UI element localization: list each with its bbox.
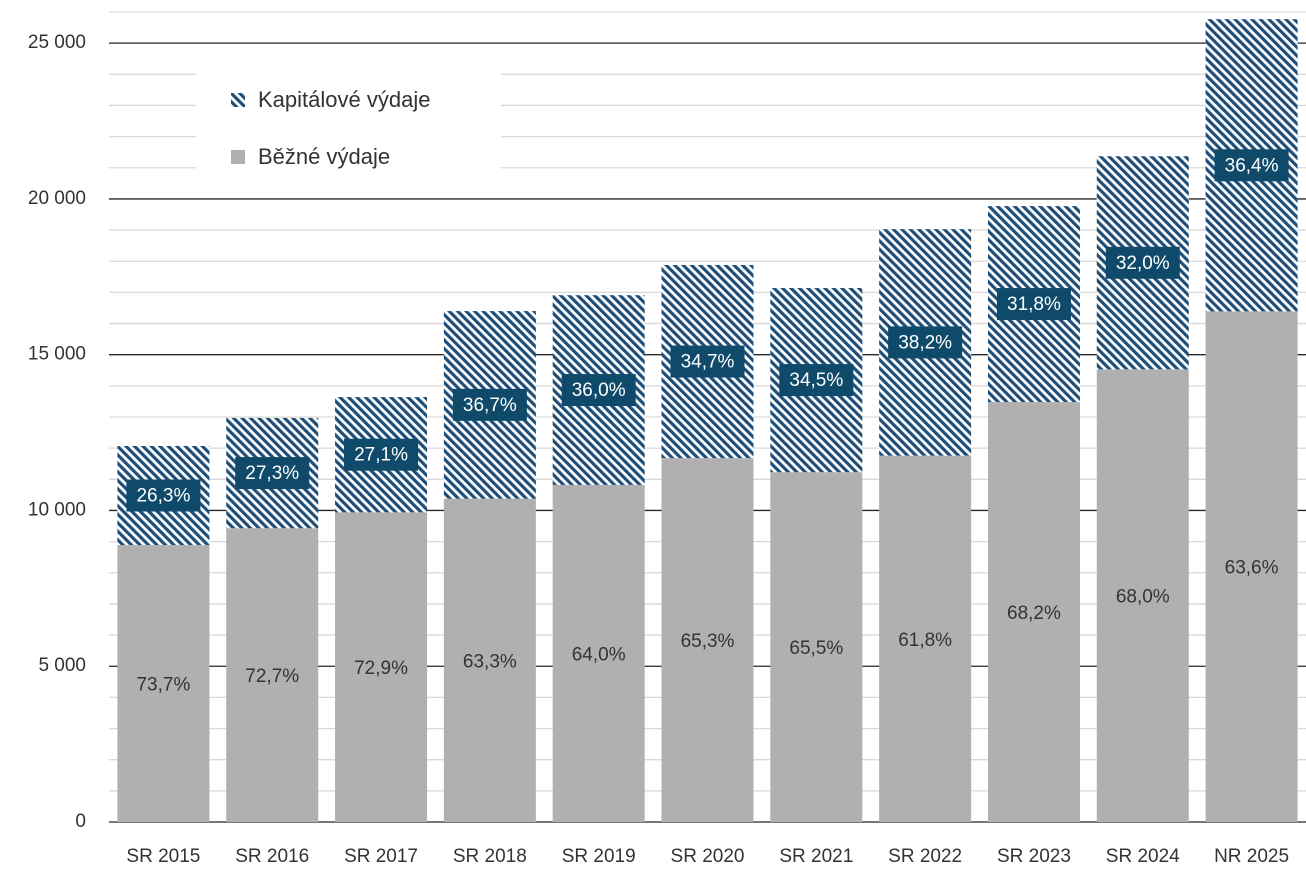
bars: SR 2015 73,7% 26,3% SR 2016 72,7% 27,3% SR 201…: [117, 19, 1298, 867]
data-label: 36,0%: [572, 380, 626, 401]
bar-segment: [987, 402, 1080, 822]
bar-segment: [879, 455, 972, 822]
y-tick-label: 10 000: [28, 499, 86, 520]
bar-segment: [770, 472, 863, 822]
data-label: 64,0%: [572, 644, 626, 665]
x-tick-label: SR 2019: [562, 846, 636, 867]
bar-segment: [1096, 369, 1189, 822]
x-tick-label: SR 2015: [126, 846, 200, 867]
data-label: 34,7%: [681, 352, 735, 373]
x-tick-label: SR 2017: [344, 846, 418, 867]
data-label-box: [996, 288, 1071, 321]
x-tick-label: SR 2022: [888, 846, 962, 867]
data-label-box: [779, 364, 854, 397]
data-label: 68,2%: [1007, 603, 1061, 624]
legend-label: Kapitálové výdaje: [258, 87, 430, 112]
data-label: 36,7%: [463, 395, 517, 416]
bar-segment: [661, 458, 754, 822]
x-tick-label: SR 2016: [235, 846, 309, 867]
x-tick-label: SR 2024: [1106, 846, 1180, 867]
data-label: 63,3%: [463, 651, 517, 672]
data-label: 32,0%: [1116, 253, 1170, 274]
data-label-box: [1105, 246, 1180, 279]
y-tick-label: 15 000: [28, 344, 86, 365]
y-tick-label: 0: [75, 811, 86, 832]
data-label: 38,2%: [898, 332, 952, 353]
data-label: 31,8%: [1007, 294, 1061, 315]
data-label: 65,3%: [681, 631, 735, 652]
legend-swatch: [231, 150, 245, 164]
legend-background: [196, 73, 501, 185]
x-tick-label: SR 2018: [453, 846, 527, 867]
data-label: 26,3%: [136, 486, 190, 507]
data-label-box: [126, 479, 201, 512]
data-label: 73,7%: [136, 675, 190, 696]
data-label-box: [670, 345, 745, 378]
bar-segment: [335, 512, 428, 822]
x-tick-label: NR 2025: [1214, 846, 1289, 867]
data-label: 72,9%: [354, 658, 408, 679]
bar-segment: [443, 498, 536, 822]
legend-swatch: [231, 93, 245, 107]
bar-segment: [552, 484, 645, 822]
data-label-box: [235, 457, 310, 490]
y-tick-label: 5 000: [38, 655, 86, 676]
data-label: 27,1%: [354, 445, 408, 466]
data-label: 68,0%: [1116, 587, 1170, 608]
data-label-box: [452, 388, 527, 421]
x-tick-label: SR 2021: [779, 846, 853, 867]
data-label-box: [344, 438, 419, 471]
data-label: 63,6%: [1225, 558, 1279, 579]
data-label: 36,4%: [1225, 155, 1279, 176]
data-label-box: [1214, 149, 1289, 182]
data-label: 61,8%: [898, 630, 952, 651]
bar-segment: [226, 528, 319, 822]
y-tick-label: 25 000: [28, 32, 86, 53]
data-label: 72,7%: [245, 666, 299, 687]
data-label-box: [561, 374, 636, 407]
x-tick-label: SR 2023: [997, 846, 1071, 867]
legend-label: Běžné výdaje: [258, 144, 390, 169]
bar-segment: [117, 545, 210, 822]
y-tick-label: 20 000: [28, 188, 86, 209]
legend: Kapitálové výdaje Běžné výdaje: [196, 73, 501, 185]
x-tick-label: SR 2020: [671, 846, 745, 867]
data-label: 65,5%: [789, 638, 843, 659]
data-label: 34,5%: [789, 370, 843, 391]
data-label-box: [888, 326, 963, 359]
data-label: 27,3%: [245, 463, 299, 484]
bar-segment: [1205, 311, 1298, 822]
